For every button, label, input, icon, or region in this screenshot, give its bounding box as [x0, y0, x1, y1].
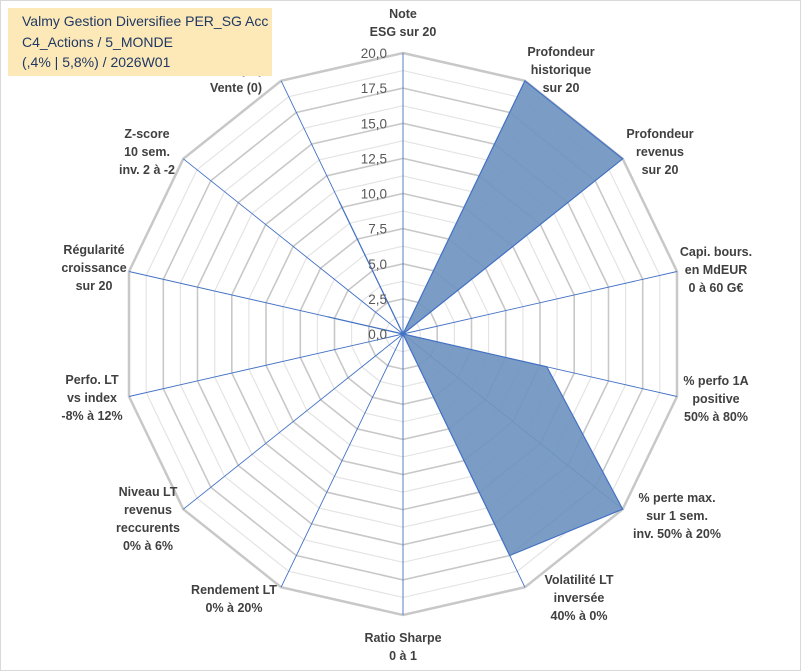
radar-axis-labels: Note ESG sur 20 Profondeur historique sur 20…	[61, 7, 752, 663]
radar-axis-label-line: inv. 50% à 20%	[633, 527, 721, 541]
radar-axis-label-line: Rendement LT	[191, 583, 277, 597]
radar-tick-label: 10,0	[361, 187, 387, 202]
radar-axis-label-line: sur 20	[642, 163, 679, 177]
radar-axis-label: Niveau LT revenus reccurents 0% à 6%	[116, 485, 180, 553]
radar-tick-label: 20,0	[361, 46, 387, 61]
radar-axis-label-line: revenus	[636, 145, 684, 159]
radar-axis-label-line: Régularité	[63, 243, 124, 257]
radar-axis-label: Profondeur revenus sur 20	[626, 127, 693, 177]
radar-axis-label: Ratio Sharpe 0 à 1	[364, 631, 441, 663]
radar-axis-label-line: sur 20	[543, 81, 580, 95]
radar-axis-label: Rendement LT 0% à 20%	[191, 583, 277, 615]
radar-axis-label-line: Perfo. LT	[65, 373, 119, 387]
radar-axis-label-line: positive	[692, 392, 739, 406]
radar-axis-label-line: inversée	[554, 591, 605, 605]
radar-axis-label-line: % perfo 1A	[683, 374, 748, 388]
radar-axis-label-line: Ratio Sharpe	[364, 631, 441, 645]
radar-spoke	[128, 333, 404, 397]
radar-axis-label-line: 10 sem.	[124, 145, 170, 159]
radar-axis-label: Note ESG sur 20	[370, 7, 437, 39]
radar-axis-label-line: 40% à 0%	[551, 609, 608, 623]
radar-spoke	[183, 158, 404, 335]
radar-axis-label-line: sur 20	[76, 279, 113, 293]
radar-axis-label-line: Profondeur	[527, 45, 594, 59]
radar-tick-labels: 0,0 2,5 5,0 7,5 10,0 12,5 15,0 17,5 20,0	[361, 46, 387, 342]
radar-axis-label-line: 0 à 60 G€	[689, 281, 744, 295]
chart-title-line-2: C4_Actions / 5_MONDE	[22, 34, 173, 50]
radar-tick-label: 17,5	[361, 81, 387, 96]
radar-tick-label: 2,5	[368, 292, 387, 307]
radar-axis-label-line: 50% à 80%	[684, 410, 748, 424]
radar-axis-label-line: 0% à 6%	[123, 539, 173, 553]
chart-title-line-3: (,4% | 5,8%) / 2026W01	[22, 54, 171, 70]
radar-axis-label-line: % perte max.	[638, 491, 715, 505]
radar-spoke	[402, 271, 678, 335]
chart-title-line-1: Valmy Gestion Diversifiee PER_SG Acc	[22, 13, 269, 29]
radar-axis-label-line: Note	[389, 7, 417, 21]
radar-axis-label-line: Profondeur	[626, 127, 693, 141]
radar-tick-label: 15,0	[361, 116, 387, 131]
radar-axis-label-line: reccurents	[116, 521, 180, 535]
radar-axis-label-line: Niveau LT	[119, 485, 178, 499]
radar-axis-label: % perfo 1A positive 50% à 80%	[683, 374, 748, 424]
radar-axis-label-line: 0% à 20%	[206, 601, 263, 615]
radar-axis-label: Perfo. LT vs index -8% à 12%	[61, 373, 122, 423]
radar-axis-label-line: ESG sur 20	[370, 25, 437, 39]
radar-spoke	[183, 333, 404, 510]
radar-spoke	[280, 333, 404, 588]
radar-axis-label-line: Z-score	[124, 127, 169, 141]
radar-axis-label-line: revenus	[124, 503, 172, 517]
radar-axis-label-line: sur 1 sem.	[646, 509, 708, 523]
radar-series-area	[327, 79, 624, 557]
radar-axis-label-line: en MdEUR	[685, 263, 748, 277]
radar-series	[327, 79, 624, 557]
radar-axis-label: Z-score 10 sem. inv. 2 à -2	[119, 127, 175, 177]
radar-axis-label-line: -8% à 12%	[61, 409, 122, 423]
radar-tick-label: 0,0	[368, 327, 387, 342]
radar-axis-label-line: Vente (0)	[210, 81, 262, 95]
radar-tick-label: 12,5	[361, 151, 387, 166]
radar-axis-label: Capi. bours. en MdEUR 0 à 60 G€	[680, 245, 752, 295]
radar-axis-label: Volatilité LT inversée 40% à 0%	[545, 573, 614, 623]
radar-axis-label-line: Capi. bours.	[680, 245, 752, 259]
radar-axis-label-line: 0 à 1	[389, 649, 417, 663]
radar-axis-label: Profondeur historique sur 20	[527, 45, 594, 95]
radar-tick-label: 7,5	[368, 222, 387, 237]
radar-axis-label-line: Volatilité LT	[545, 573, 614, 587]
radar-axis-label-line: croissance	[61, 261, 126, 275]
radar-axis-label-line: vs index	[67, 391, 117, 405]
radar-axis-label-line: inv. 2 à -2	[119, 163, 175, 177]
chart-title-box: Valmy Gestion Diversifiee PER_SG Acc C4_…	[8, 8, 272, 76]
radar-axis-label-line: historique	[531, 63, 591, 77]
radar-axis-label: % perte max. sur 1 sem. inv. 50% à 20%	[633, 491, 721, 541]
radar-tick-label: 5,0	[368, 257, 387, 272]
radar-axis-label: Régularité croissance sur 20	[61, 243, 126, 293]
